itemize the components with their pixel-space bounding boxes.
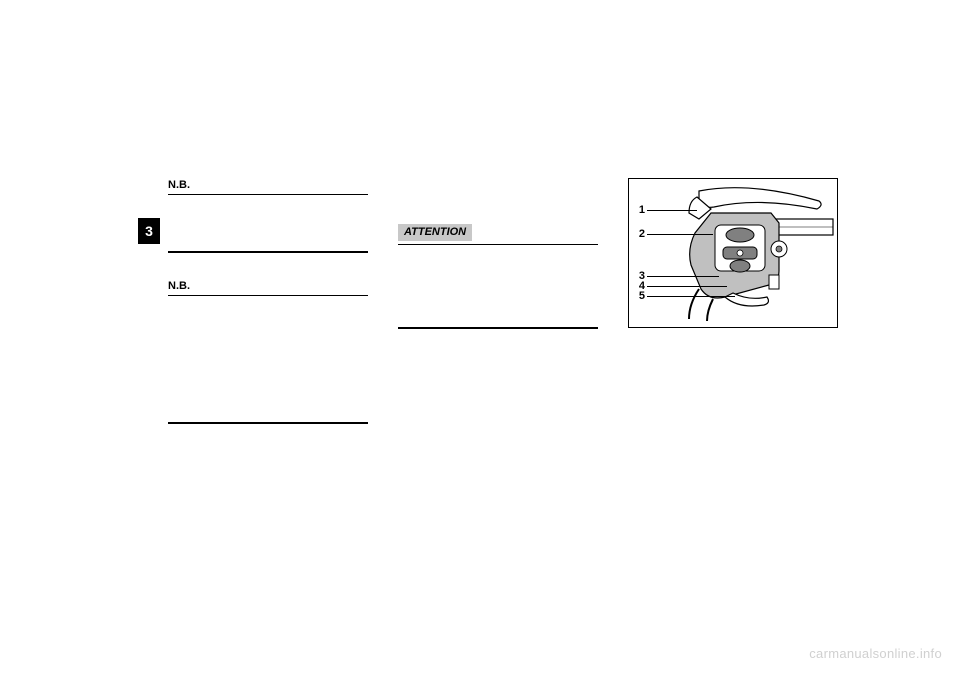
note-block-1: N.B. Après environ 20 secondes, le circu… xyxy=(168,178,368,253)
note-body: Après environ 20 secondes, le circuit xyxy=(168,197,368,211)
note-heading: N.B. xyxy=(168,178,368,195)
callout-5: 5 xyxy=(633,289,735,304)
note-heading: N.B. xyxy=(168,279,368,296)
callout-1: 1 xyxy=(633,203,697,218)
callout-2: 2 xyxy=(633,227,713,242)
column-2: ATTENTION Quand l'écran n'est pas sur le… xyxy=(398,178,598,355)
callout-line xyxy=(647,234,713,235)
manual-page: 3 N.B. Après environ 20 secondes, le cir… xyxy=(0,0,960,679)
watermark: carmanualsonline.info xyxy=(809,646,942,661)
attention-body: Quand l'écran n'est pas sur le mode " xyxy=(398,247,598,261)
chapter-tab: 3 xyxy=(138,218,160,244)
callout-line xyxy=(647,210,697,211)
handlebar-svg xyxy=(629,179,839,329)
callout-line xyxy=(647,296,735,297)
callout-line xyxy=(647,286,727,287)
note-body: Ce compteur est remis automatiquement xyxy=(168,298,368,312)
column-1: N.B. Après environ 20 secondes, le circu… xyxy=(168,178,368,450)
note-end-rule xyxy=(168,422,368,424)
attention-heading-wrap: ATTENTION xyxy=(398,224,598,245)
handlebar-diagram: 1 2 3 4 5 xyxy=(628,178,838,328)
callout-number: 1 xyxy=(633,203,645,218)
note-end-rule xyxy=(398,327,598,329)
chapter-number: 3 xyxy=(145,223,153,239)
attention-block: ATTENTION Quand l'écran n'est pas sur le… xyxy=(398,224,598,329)
callout-line xyxy=(647,276,719,277)
note-end-rule xyxy=(168,251,368,253)
column-3: 1 2 3 4 5 xyxy=(628,178,838,328)
callout-number: 2 xyxy=(633,227,645,242)
attention-heading: ATTENTION xyxy=(398,224,472,241)
callout-number: 5 xyxy=(633,289,645,304)
note-block-2: N.B. Ce compteur est remis automatiqueme… xyxy=(168,279,368,424)
